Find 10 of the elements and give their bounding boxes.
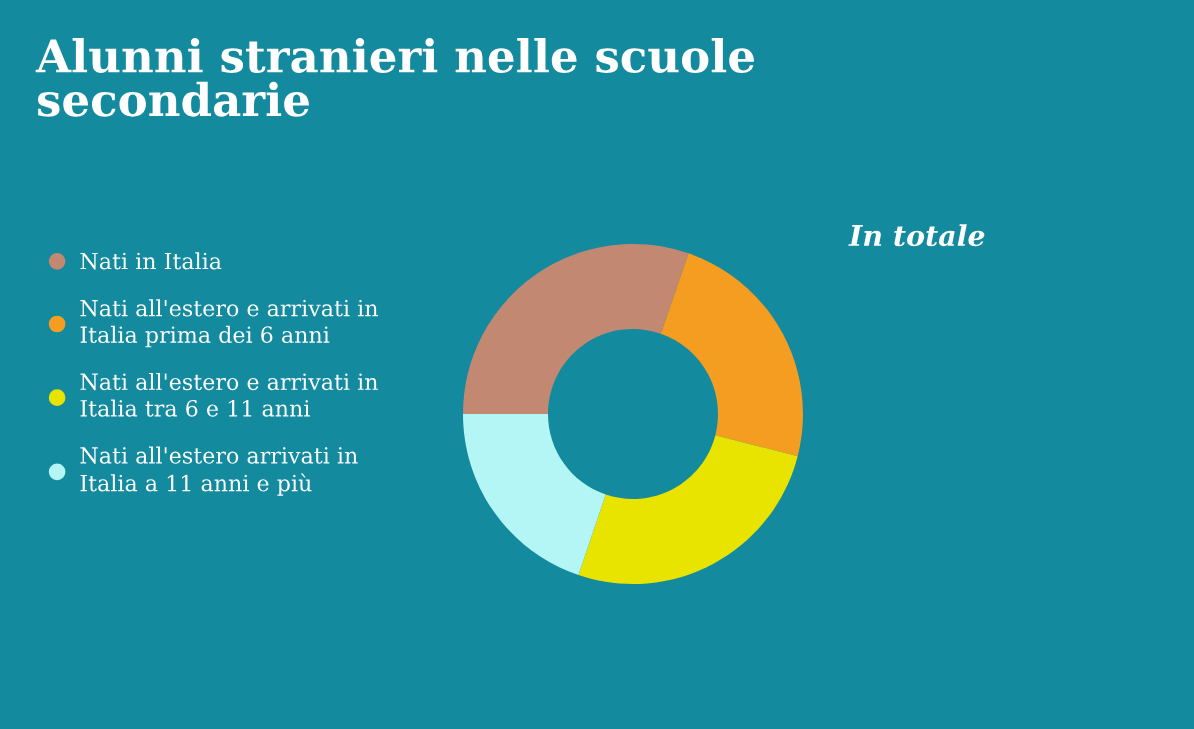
donut-slice [660, 253, 803, 457]
donut-slice [463, 414, 606, 576]
chart-title: Alunni stranieri nelle scuole secondarie [35, 38, 755, 117]
text: In totale [848, 224, 985, 247]
legend-label: Nati in Italia [80, 252, 222, 270]
donut-slice [463, 244, 689, 414]
donut-slice [578, 435, 798, 584]
legend-label: Nati all'estero e arrivati in Italia tra 6 e 11 anni [80, 372, 378, 417]
legend-label: Nati all'estero arrivati in Italia a 11 anni e più [80, 446, 358, 496]
legend-label: Nati all'estero e arrivati in Italia prima dei 6 anni [80, 299, 378, 348]
